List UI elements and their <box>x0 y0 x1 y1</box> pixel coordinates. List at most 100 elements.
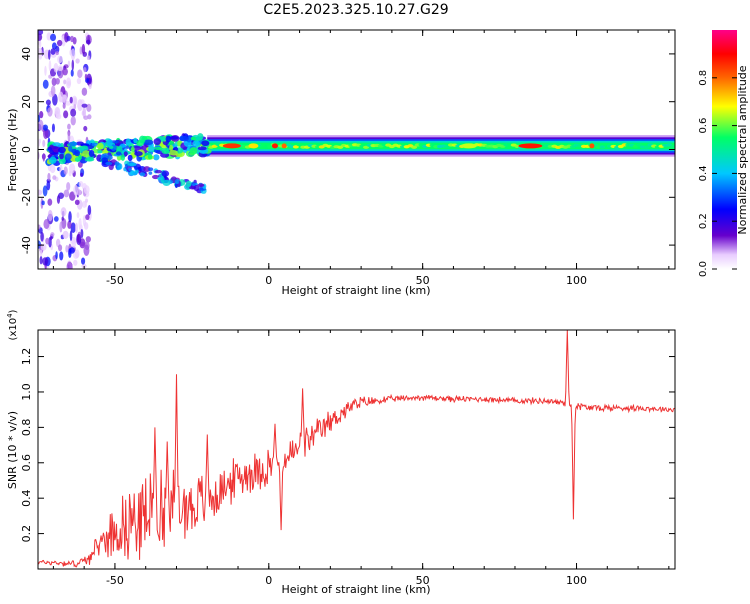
heatmap-cell <box>51 123 55 133</box>
heatmap-cell <box>87 204 92 216</box>
heatmap-cell <box>44 65 47 76</box>
heatmap-cell <box>73 259 78 266</box>
heatmap-cell <box>70 69 74 77</box>
x-tick-label: 0 <box>265 574 272 587</box>
heatmap-cell <box>193 184 200 192</box>
heatmap-cell <box>71 95 78 107</box>
heatmap-cell <box>148 171 153 175</box>
heatmap-cell <box>86 55 91 61</box>
heatmap-cell <box>129 170 138 176</box>
heatmap-cell <box>189 147 198 155</box>
heatmap-cell <box>133 137 138 144</box>
colorbar-ticks: 0.0 0.2 0.4 0.6 0.8 <box>698 70 737 277</box>
heatmap-cell <box>148 146 155 152</box>
snr-ylabel: SNR (10 * v/v) <box>6 411 19 489</box>
heatmap-cell <box>59 221 63 233</box>
heatmap-cell <box>39 256 43 265</box>
heatmap-cell <box>38 138 41 144</box>
heatmap-cell <box>49 156 57 165</box>
snr-axes: -50 0 50 100 0.2 0.4 0.6 0.8 1.0 1.2 <box>20 330 675 587</box>
heatmap-cell <box>120 154 126 161</box>
heatmap-cell <box>65 245 69 253</box>
heatmap-cell <box>123 151 128 157</box>
heatmap-cell <box>169 149 178 156</box>
spectrogram-ylabel: Frequency (Hz) <box>6 109 19 192</box>
heatmap-cell <box>57 244 63 252</box>
heatmap-cell <box>81 103 88 108</box>
heatmap-cell <box>411 145 418 149</box>
heatmap-cell <box>81 87 88 96</box>
heatmap-cell <box>192 140 201 147</box>
x-tick-label: 0 <box>265 274 272 287</box>
heatmap-cell <box>69 191 76 201</box>
heatmap-cell <box>38 33 43 41</box>
heatmap-cell <box>52 175 57 180</box>
heatmap-cell <box>42 139 46 148</box>
colorbar-tick-label: 0.4 <box>698 165 709 181</box>
heatmap-cell <box>76 234 80 243</box>
colorbar-gradient <box>712 30 737 269</box>
heatmap-cell <box>45 237 50 245</box>
heatmap-cell <box>50 33 57 42</box>
heatmap-cell <box>38 47 42 53</box>
heatmap-cell <box>64 153 72 161</box>
heatmap-cell <box>88 83 92 90</box>
heatmap-cell <box>197 183 205 188</box>
heatmap-cell <box>67 220 72 229</box>
heatmap-cell <box>165 135 172 143</box>
heatmap-hotspot <box>518 143 543 149</box>
heatmap-cell <box>48 60 52 72</box>
heatmap-cell <box>39 249 43 257</box>
heatmap-cell <box>68 141 78 147</box>
heatmap-cell <box>82 150 91 158</box>
heatmap-cell <box>42 124 49 131</box>
heatmap-cell <box>69 262 73 269</box>
heatmap-cell <box>70 108 77 117</box>
heatmap-cell <box>53 216 59 222</box>
heatmap-cell <box>50 48 56 55</box>
x-tick-label: 50 <box>416 574 430 587</box>
heatmap-cell <box>71 239 77 248</box>
spectrogram-axes: -50 0 50 100 -40 -20 0 20 40 <box>20 30 675 287</box>
heatmap-cell <box>153 154 160 161</box>
heatmap-cell <box>38 224 41 230</box>
heatmap-cell <box>68 163 76 174</box>
heatmap-cell <box>38 142 41 147</box>
heatmap-cell <box>195 136 203 141</box>
heatmap-cell <box>114 161 120 166</box>
colorbar-label: Normalized spectral amplitude <box>736 65 749 234</box>
heatmap-cell <box>55 113 62 120</box>
heatmap-cell <box>69 230 73 242</box>
heatmap-cell <box>67 130 71 143</box>
heatmap-cell <box>57 146 66 154</box>
heatmap-hotspot <box>222 143 241 149</box>
heatmap-cell <box>41 200 45 206</box>
heatmap-cell <box>83 222 89 230</box>
heatmap-cell <box>69 96 73 104</box>
heatmap-cell <box>83 115 89 120</box>
heatmap-cell <box>51 42 57 50</box>
heatmap-cell <box>134 165 138 171</box>
heatmap-cell <box>296 143 303 147</box>
heatmap-cell <box>67 60 71 67</box>
heatmap-cell <box>86 103 92 112</box>
heatmap-cell <box>162 179 171 187</box>
heatmap-cell <box>79 172 84 177</box>
snr-plot <box>38 330 675 568</box>
heatmap-cell <box>139 172 146 177</box>
heatmap-cell <box>134 151 143 157</box>
heatmap-cell <box>147 154 153 160</box>
heatmap-cell <box>174 178 180 185</box>
heatmap-cell <box>363 145 370 149</box>
heatmap-cell <box>599 145 606 149</box>
heatmap-cell <box>63 189 70 198</box>
heatmap-cell <box>61 216 64 221</box>
heatmap-cell <box>75 58 80 64</box>
heatmap-cell <box>127 154 133 162</box>
heatmap-cell <box>179 135 190 142</box>
heatmap-cell <box>78 218 82 230</box>
heatmap-cell <box>38 119 44 131</box>
snr-frame <box>37 329 676 570</box>
heatmap-cell <box>197 146 207 151</box>
